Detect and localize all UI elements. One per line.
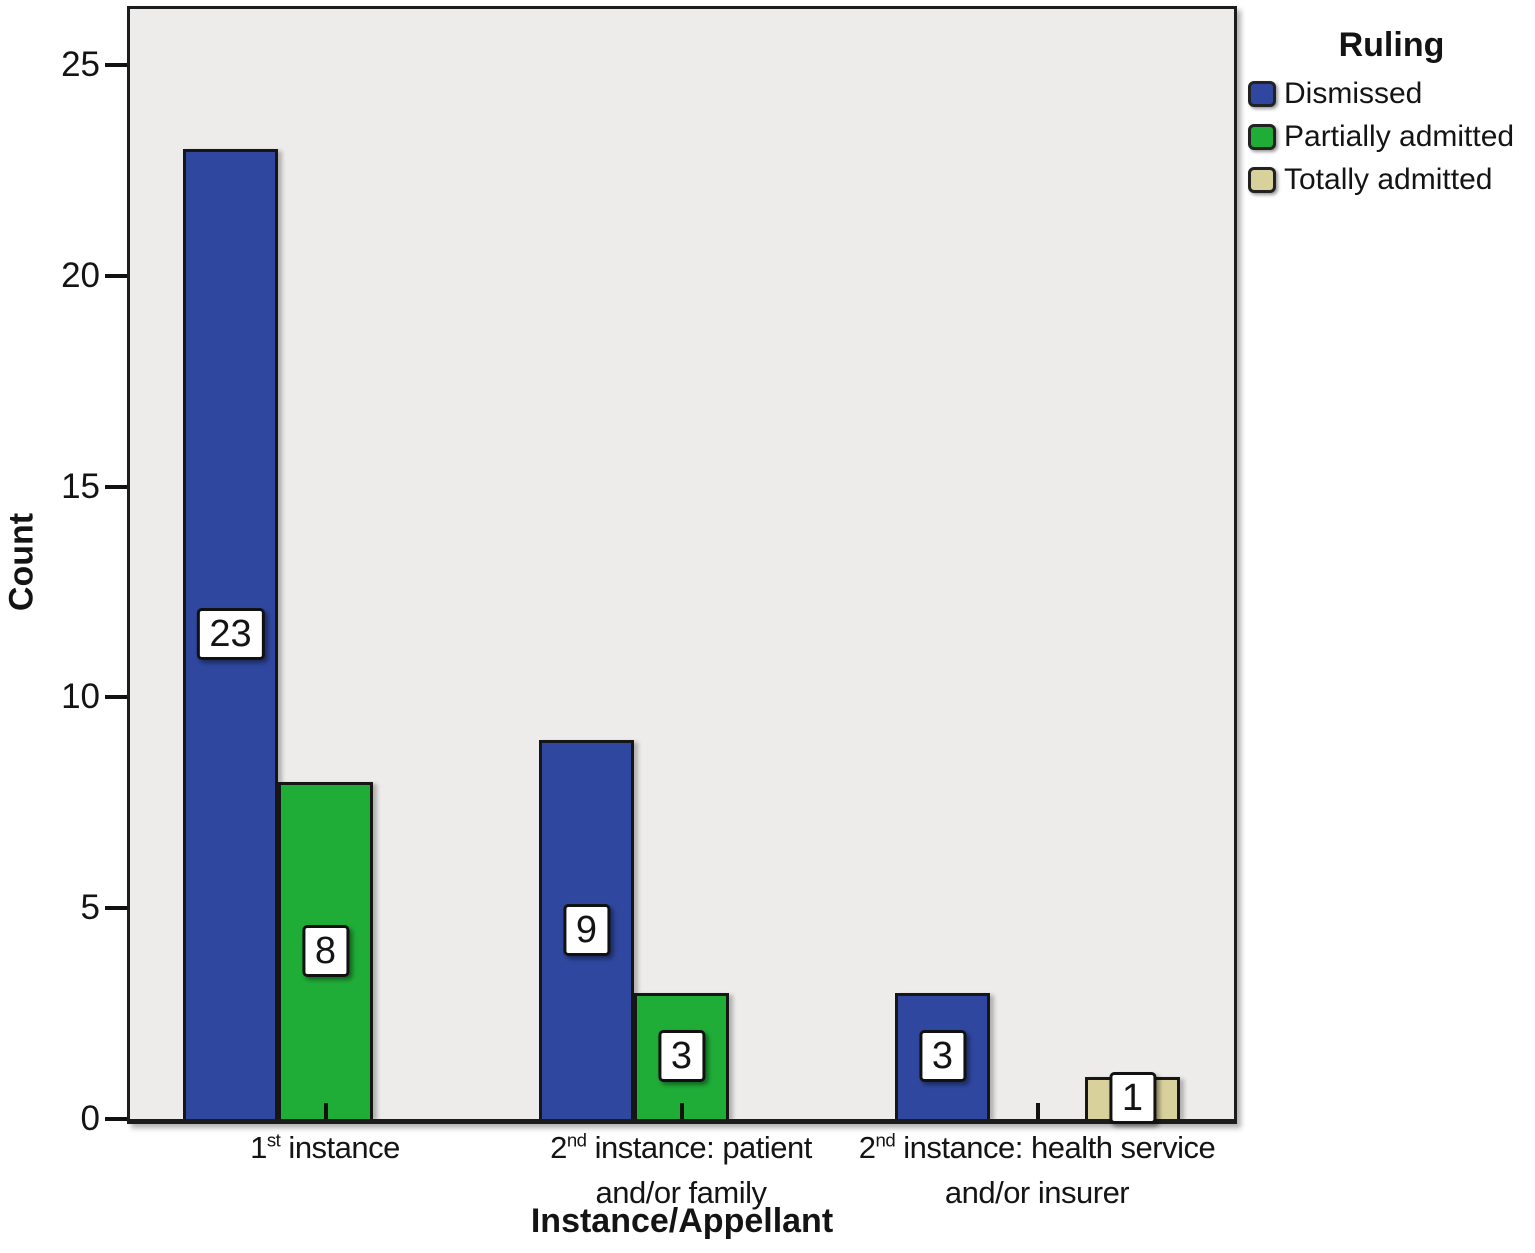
plot-area: 23 9 3 8 3 1 bbox=[127, 6, 1237, 1124]
ordinal-superscript: nd bbox=[566, 1129, 587, 1151]
ordinal-superscript: st bbox=[266, 1129, 281, 1151]
x-category-label-2nd-instance-health-service: 2nd instance: health service and/or insu… bbox=[797, 1125, 1277, 1215]
category-label-line1: 2nd instance: patient bbox=[441, 1125, 921, 1170]
bar-value-label-partially-admitted-cat2: 3 bbox=[657, 1030, 706, 1082]
legend-item-label: Dismissed bbox=[1284, 77, 1423, 110]
legend-title: Ruling bbox=[1338, 26, 1445, 64]
category-label-line2: and/or family bbox=[595, 1175, 767, 1210]
x-axis-tick-cat1 bbox=[323, 1103, 328, 1119]
bar-value-label-dismissed-cat3: 3 bbox=[918, 1030, 967, 1082]
legend-item-partially-admitted: Partially admitted bbox=[1248, 120, 1535, 154]
legend-swatch-dismissed bbox=[1248, 81, 1276, 107]
bar-value-label-dismissed-cat1: 23 bbox=[196, 608, 265, 660]
y-axis-tick-label-0: 0 bbox=[80, 1099, 100, 1138]
category-label-text: 1 bbox=[250, 1130, 267, 1165]
category-label-text: 2 bbox=[550, 1130, 567, 1165]
y-axis-tick-20 bbox=[105, 273, 128, 278]
y-axis-tick-0 bbox=[105, 1117, 128, 1121]
y-axis-tick-5 bbox=[105, 906, 128, 911]
y-axis-tick-25 bbox=[105, 63, 128, 67]
bar-value-label-dismissed-cat2: 9 bbox=[562, 903, 611, 956]
x-category-label-1st-instance: 1st instance bbox=[85, 1125, 565, 1170]
y-axis-tick-15 bbox=[105, 484, 128, 489]
legend-item-label: Totally admitted bbox=[1284, 163, 1493, 196]
category-label-text: instance bbox=[280, 1130, 400, 1165]
y-axis-tick-label-25: 25 bbox=[61, 45, 100, 84]
y-axis-tick-label-10: 10 bbox=[61, 677, 100, 717]
ordinal-superscript: nd bbox=[875, 1129, 896, 1151]
x-axis-title: Instance/Appellant bbox=[530, 1202, 834, 1240]
x-axis-tick-cat2 bbox=[679, 1103, 684, 1119]
y-axis-tick-label-15: 15 bbox=[61, 466, 100, 506]
category-label-text: 2 bbox=[858, 1130, 876, 1165]
y-axis-tick-10 bbox=[105, 695, 128, 700]
bar-value-label-partially-admitted-cat1: 8 bbox=[301, 924, 350, 977]
legend-item-totally-admitted: Totally admitted bbox=[1248, 163, 1535, 197]
category-label-line2: and/or insurer bbox=[944, 1175, 1130, 1210]
category-label-line1: 2nd instance: health service bbox=[797, 1125, 1277, 1170]
legend-swatch-partially-admitted bbox=[1248, 124, 1276, 150]
legend-item-label: Partially admitted bbox=[1284, 120, 1515, 153]
y-axis-tick-label-20: 20 bbox=[61, 255, 100, 295]
category-label-text: instance: health service bbox=[895, 1130, 1216, 1165]
y-axis-title: Count bbox=[2, 512, 41, 612]
y-axis-tick-label-5: 5 bbox=[80, 888, 100, 928]
legend: Ruling Dismissed Partially admitted Totall… bbox=[1248, 26, 1535, 206]
legend-items: Dismissed Partially admitted Totally admit… bbox=[1248, 77, 1535, 197]
legend-swatch-totally-admitted bbox=[1248, 167, 1276, 193]
x-category-label-2nd-instance-patient: 2nd instance: patient and/or family bbox=[441, 1125, 921, 1215]
x-axis-tick-cat3 bbox=[1035, 1103, 1040, 1119]
bar-value-label-totally-admitted-cat3: 1 bbox=[1108, 1072, 1157, 1124]
category-label-line1: 1st instance bbox=[85, 1125, 565, 1170]
category-label-text: instance: patient bbox=[586, 1130, 813, 1165]
legend-item-dismissed: Dismissed bbox=[1248, 77, 1535, 111]
